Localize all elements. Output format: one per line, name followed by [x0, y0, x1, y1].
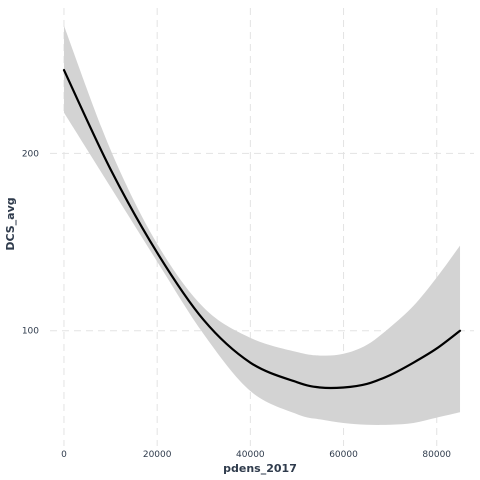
x-axis-title: pdens_2017: [223, 462, 297, 475]
x-tick-label: 20000: [143, 450, 172, 460]
band-layer: [63, 25, 461, 425]
y-tick-label: 100: [22, 327, 39, 337]
y-tick-label: 200: [22, 149, 39, 159]
x-tick-label: 80000: [422, 450, 451, 460]
confidence-band: [63, 25, 461, 425]
tick-layer: 0 20000 40000 60000 80000 100 200: [22, 149, 451, 460]
x-tick-label: 40000: [236, 450, 265, 460]
x-tick-label: 60000: [329, 450, 358, 460]
fit-line: [62, 68, 462, 390]
line-layer: [62, 68, 462, 390]
x-tick-label: 0: [61, 450, 67, 460]
y-axis-title: DCS_avg: [4, 197, 17, 250]
